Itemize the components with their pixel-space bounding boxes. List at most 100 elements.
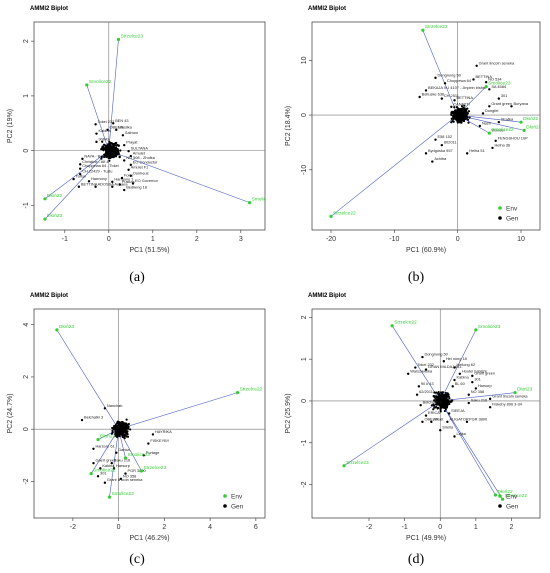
- env-point: [139, 469, 144, 473]
- x-tick-label: 4: [208, 524, 212, 531]
- gen-point: [123, 430, 127, 433]
- gen-point: [475, 64, 478, 67]
- gen-point: [103, 147, 106, 150]
- env-point: [484, 84, 488, 89]
- env-vector: [56, 329, 119, 430]
- gen-point: [488, 88, 491, 91]
- env-label: Smolice22: [505, 493, 528, 499]
- gen-point: [461, 115, 464, 118]
- gen-label: Forro: [124, 173, 133, 178]
- env-label: Strzelce23: [425, 24, 448, 30]
- gen-point: [120, 433, 124, 436]
- gen-point: [484, 81, 488, 84]
- gen-label: Tokei 232: [417, 362, 434, 367]
- gen-point: [121, 431, 125, 434]
- y-tick-label: 2: [301, 315, 308, 319]
- gen-point: [465, 420, 469, 424]
- gen-point: [443, 82, 447, 85]
- gen-point: [95, 140, 98, 144]
- gen-label: Warszawska: [410, 368, 433, 373]
- gen-point: [444, 404, 447, 407]
- gen-label: Harmony: [91, 176, 107, 181]
- gen-label: Ounheus: [133, 170, 149, 175]
- env-point: [500, 497, 505, 501]
- gen-point: [111, 185, 114, 188]
- env-point: [89, 471, 93, 476]
- gen-point: [465, 152, 469, 155]
- biplot-d: AMMI2 Biplot -2 -1 0 1 2 -2 -1 0 1 2 PC1 (49.9%) PC2…: [285, 293, 541, 542]
- gen-point: [453, 106, 456, 109]
- gen-point: [114, 430, 118, 433]
- caption-c: (c): [129, 552, 145, 567]
- gen-label: 90 k 43: [421, 381, 434, 386]
- gen-point: [450, 113, 453, 116]
- env-point: [85, 83, 89, 87]
- x-tick-label: 0: [117, 524, 121, 531]
- env-label: Strzelce22: [394, 320, 417, 326]
- gen-label: Bedkeng 18: [126, 185, 147, 190]
- env-vector: [343, 400, 441, 466]
- gen-point: [436, 407, 439, 410]
- x-tick-label: -2: [366, 524, 372, 531]
- gen-point: [442, 397, 446, 401]
- gen-point: [431, 160, 434, 163]
- gen-label: SULTANA: [131, 146, 149, 151]
- x-tick-label: 0: [107, 236, 111, 243]
- gen-point: [100, 155, 103, 158]
- gen-label: Danka: [118, 447, 130, 452]
- y-tick-label: -10: [301, 165, 308, 175]
- gen-point: [434, 76, 437, 80]
- gen-point: [119, 149, 122, 152]
- env-point: [116, 37, 121, 42]
- gen-point: [123, 433, 127, 436]
- gen-point: [418, 95, 421, 99]
- gen-point: [123, 422, 126, 425]
- gen-label: Harmony 1: [114, 176, 133, 181]
- legend-gen-label: Gen: [506, 216, 519, 223]
- x-tick-label: 10: [517, 236, 525, 243]
- gen-point: [105, 146, 108, 150]
- gen-label: ERICA: [428, 410, 440, 415]
- gen-label: Grant lincoln seneka: [107, 477, 143, 482]
- gen-point: [142, 454, 145, 457]
- gen-point: [451, 110, 454, 114]
- gen-label: Achaea: [114, 181, 128, 186]
- gen-point: [107, 152, 111, 155]
- gen-point: [77, 185, 81, 188]
- gen-point: [454, 109, 457, 112]
- gen-point: [127, 427, 130, 430]
- gen-label: Kabina: [98, 128, 111, 133]
- x-tick-label: 2: [195, 236, 199, 243]
- gen-point: [458, 121, 461, 124]
- gen-point: [438, 397, 441, 400]
- gen-label: Bydgoska 957: [428, 148, 453, 153]
- gen-point: [79, 163, 82, 166]
- gen-point: [87, 180, 91, 183]
- gen-label: Christine - Alf 4: [82, 159, 109, 164]
- gen-point: [102, 143, 106, 146]
- env-label: Smolice23: [127, 452, 150, 458]
- gen-point: [488, 397, 492, 401]
- gen-point: [433, 406, 436, 409]
- env-vector: [44, 150, 110, 220]
- gen-point: [79, 167, 82, 170]
- env-point: [123, 456, 128, 460]
- gen-point: [436, 397, 439, 400]
- gen-point: [100, 157, 103, 160]
- gen-point: [99, 467, 102, 470]
- gen-point: [453, 99, 456, 102]
- gen-point: [446, 392, 449, 395]
- env-vector: [439, 329, 477, 402]
- y-tick-label: 10: [301, 56, 308, 64]
- gen-point: [417, 385, 421, 388]
- gen-label: BETTINA: [81, 181, 98, 186]
- gen-point: [456, 108, 459, 111]
- gen-label: Hei nong 18: [446, 356, 467, 361]
- gen-label: Saku 216: [114, 458, 130, 463]
- gen-point: [458, 372, 462, 375]
- gen-point: [433, 399, 436, 402]
- gen-point: [123, 143, 126, 147]
- gen-label: BEN 43: [115, 118, 128, 123]
- y-axis-label: PC2 (19%): [7, 109, 14, 143]
